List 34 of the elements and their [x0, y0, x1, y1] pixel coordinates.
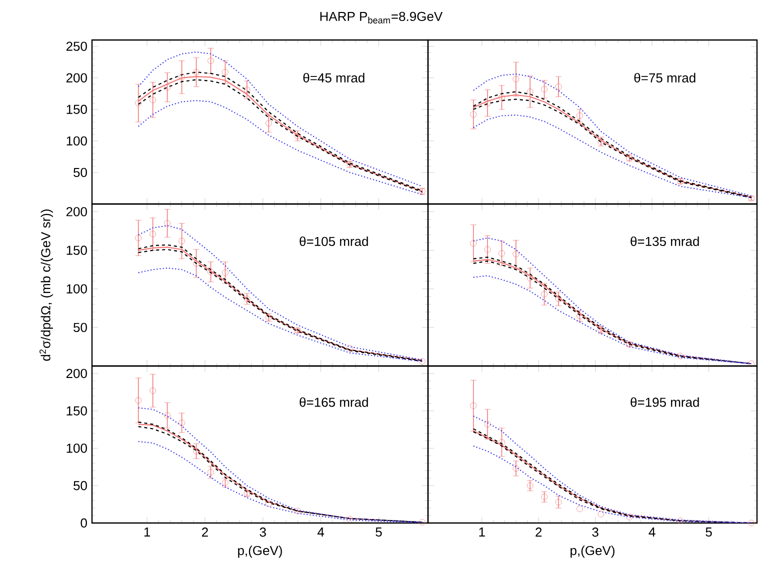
x-tick-label: 3 — [260, 528, 266, 537]
y-tick-label: 50 — [74, 168, 87, 178]
y-tick-label: 50 — [74, 481, 87, 490]
y-tick-label: 150 — [66, 406, 87, 416]
x-tick-label: 4 — [648, 528, 656, 536]
x-tick-label: 3 — [592, 528, 598, 537]
y-tick-label: 50 — [74, 322, 87, 332]
annotation: θ=165 mrad — [300, 397, 368, 407]
y-tick-label: 200 — [66, 207, 87, 216]
y-tick-label: 200 — [66, 73, 87, 82]
y-axis-title: d$^{2}$σ/dpdΩ, (mb c/(GeV sr)) — [40, 210, 53, 361]
x-tick-label: 1 — [479, 528, 485, 536]
x-tick-label: 5 — [706, 528, 712, 537]
y-tick-label: 200 — [66, 368, 87, 378]
y-tick-label: 150 — [66, 104, 87, 114]
y-tick-label: 250 — [66, 42, 87, 51]
x-axis-title: p,(GeV) — [238, 546, 282, 558]
x-tick-label: 2 — [202, 528, 208, 537]
annotation: θ=45 mrad — [303, 72, 364, 82]
y-tick-label: 150 — [66, 246, 87, 255]
annotation: θ=195 mrad — [630, 397, 699, 407]
chart-title: HARP P$_{beam}$=8.9GeV — [320, 12, 443, 24]
x-axis-title: p,(GeV) — [570, 546, 614, 558]
x-tick-label: 2 — [536, 528, 542, 537]
x-tick-label: 4 — [318, 528, 324, 536]
y-tick-label: 100 — [66, 136, 87, 146]
annotation: θ=105 mrad — [300, 236, 368, 246]
y-tick-label: 0 — [80, 518, 87, 528]
y-tick-label: 100 — [66, 284, 87, 294]
annotation: θ=135 mrad — [630, 236, 699, 246]
x-tick-label: 5 — [376, 528, 382, 537]
y-tick-label: 100 — [66, 444, 87, 453]
annotation: θ=75 mrad — [634, 72, 696, 82]
x-tick-label: 1 — [144, 528, 150, 536]
